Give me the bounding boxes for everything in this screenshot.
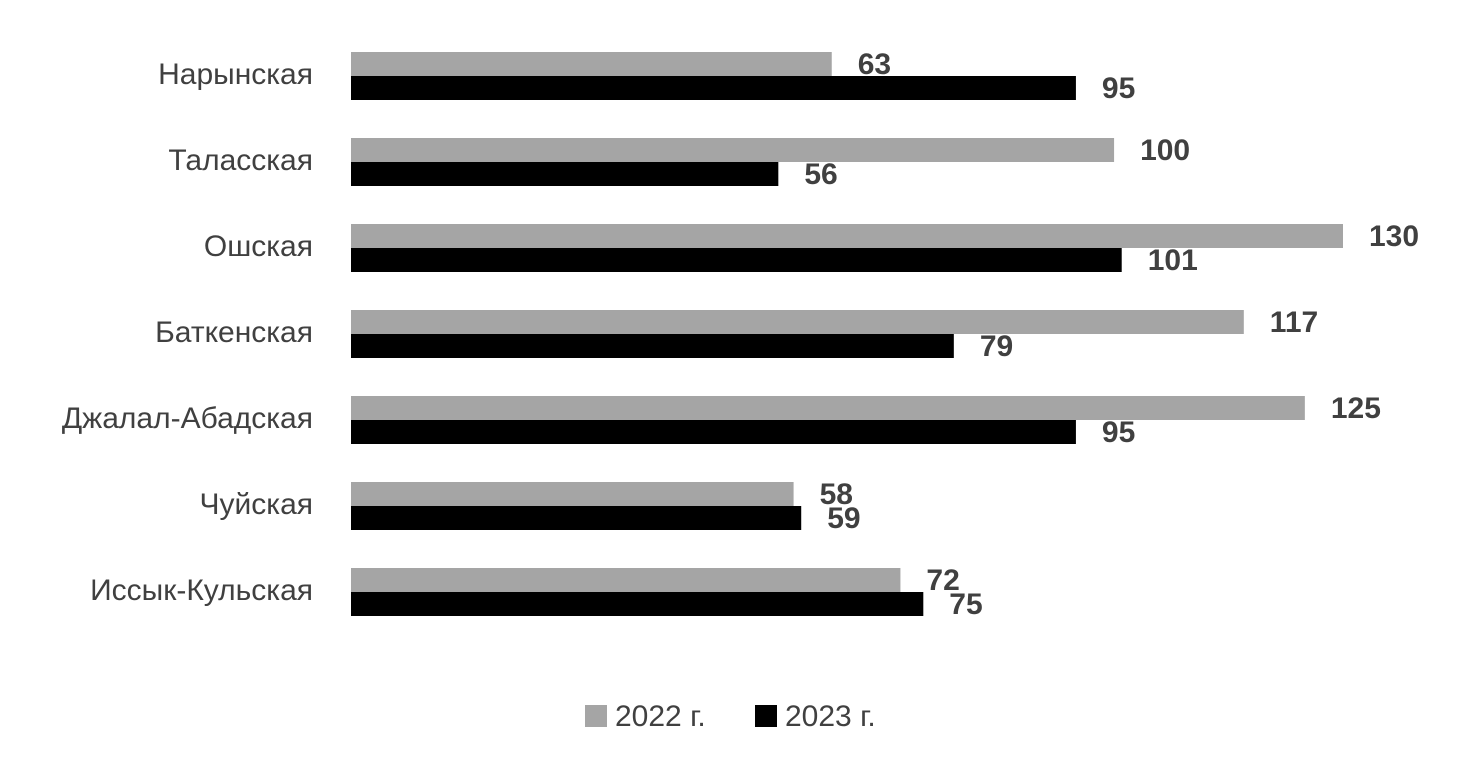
bar <box>351 506 802 530</box>
bar <box>351 224 1343 248</box>
category-label: Иссык-Кульская <box>90 574 313 607</box>
value-label: 56 <box>804 158 837 191</box>
bar <box>351 592 924 616</box>
value-label: 59 <box>827 502 860 535</box>
bar <box>351 396 1305 420</box>
bar <box>351 162 779 186</box>
category-label: Ошская <box>204 230 313 263</box>
bar <box>351 568 901 592</box>
category-label: Нарынская <box>158 58 313 91</box>
bar <box>351 138 1115 162</box>
value-label: 58 <box>820 478 853 511</box>
bar <box>351 334 954 358</box>
value-label: 63 <box>858 48 891 81</box>
value-label: 125 <box>1331 392 1381 425</box>
value-label: 130 <box>1369 220 1419 253</box>
value-label: 101 <box>1148 244 1198 277</box>
bar <box>351 248 1122 272</box>
bar <box>351 76 1076 100</box>
legend-label: 2023 г. <box>785 700 876 733</box>
legend-label: 2022 г. <box>615 700 706 733</box>
bar <box>351 52 832 76</box>
category-label: Таласская <box>168 144 313 177</box>
value-label: 95 <box>1102 416 1135 449</box>
legend-swatch <box>585 705 607 727</box>
value-label: 72 <box>926 564 959 597</box>
bar <box>351 482 794 506</box>
value-label: 100 <box>1140 134 1190 167</box>
bar <box>351 420 1076 444</box>
value-label: 95 <box>1102 72 1135 105</box>
legend-swatch <box>755 705 777 727</box>
value-label: 75 <box>949 588 982 621</box>
category-label: Баткенская <box>155 316 313 349</box>
value-label: 79 <box>980 330 1013 363</box>
category-label: Джалал-Абадская <box>62 402 313 435</box>
category-label: Чуйская <box>200 488 313 521</box>
value-label: 117 <box>1270 306 1318 339</box>
bar <box>351 310 1244 334</box>
